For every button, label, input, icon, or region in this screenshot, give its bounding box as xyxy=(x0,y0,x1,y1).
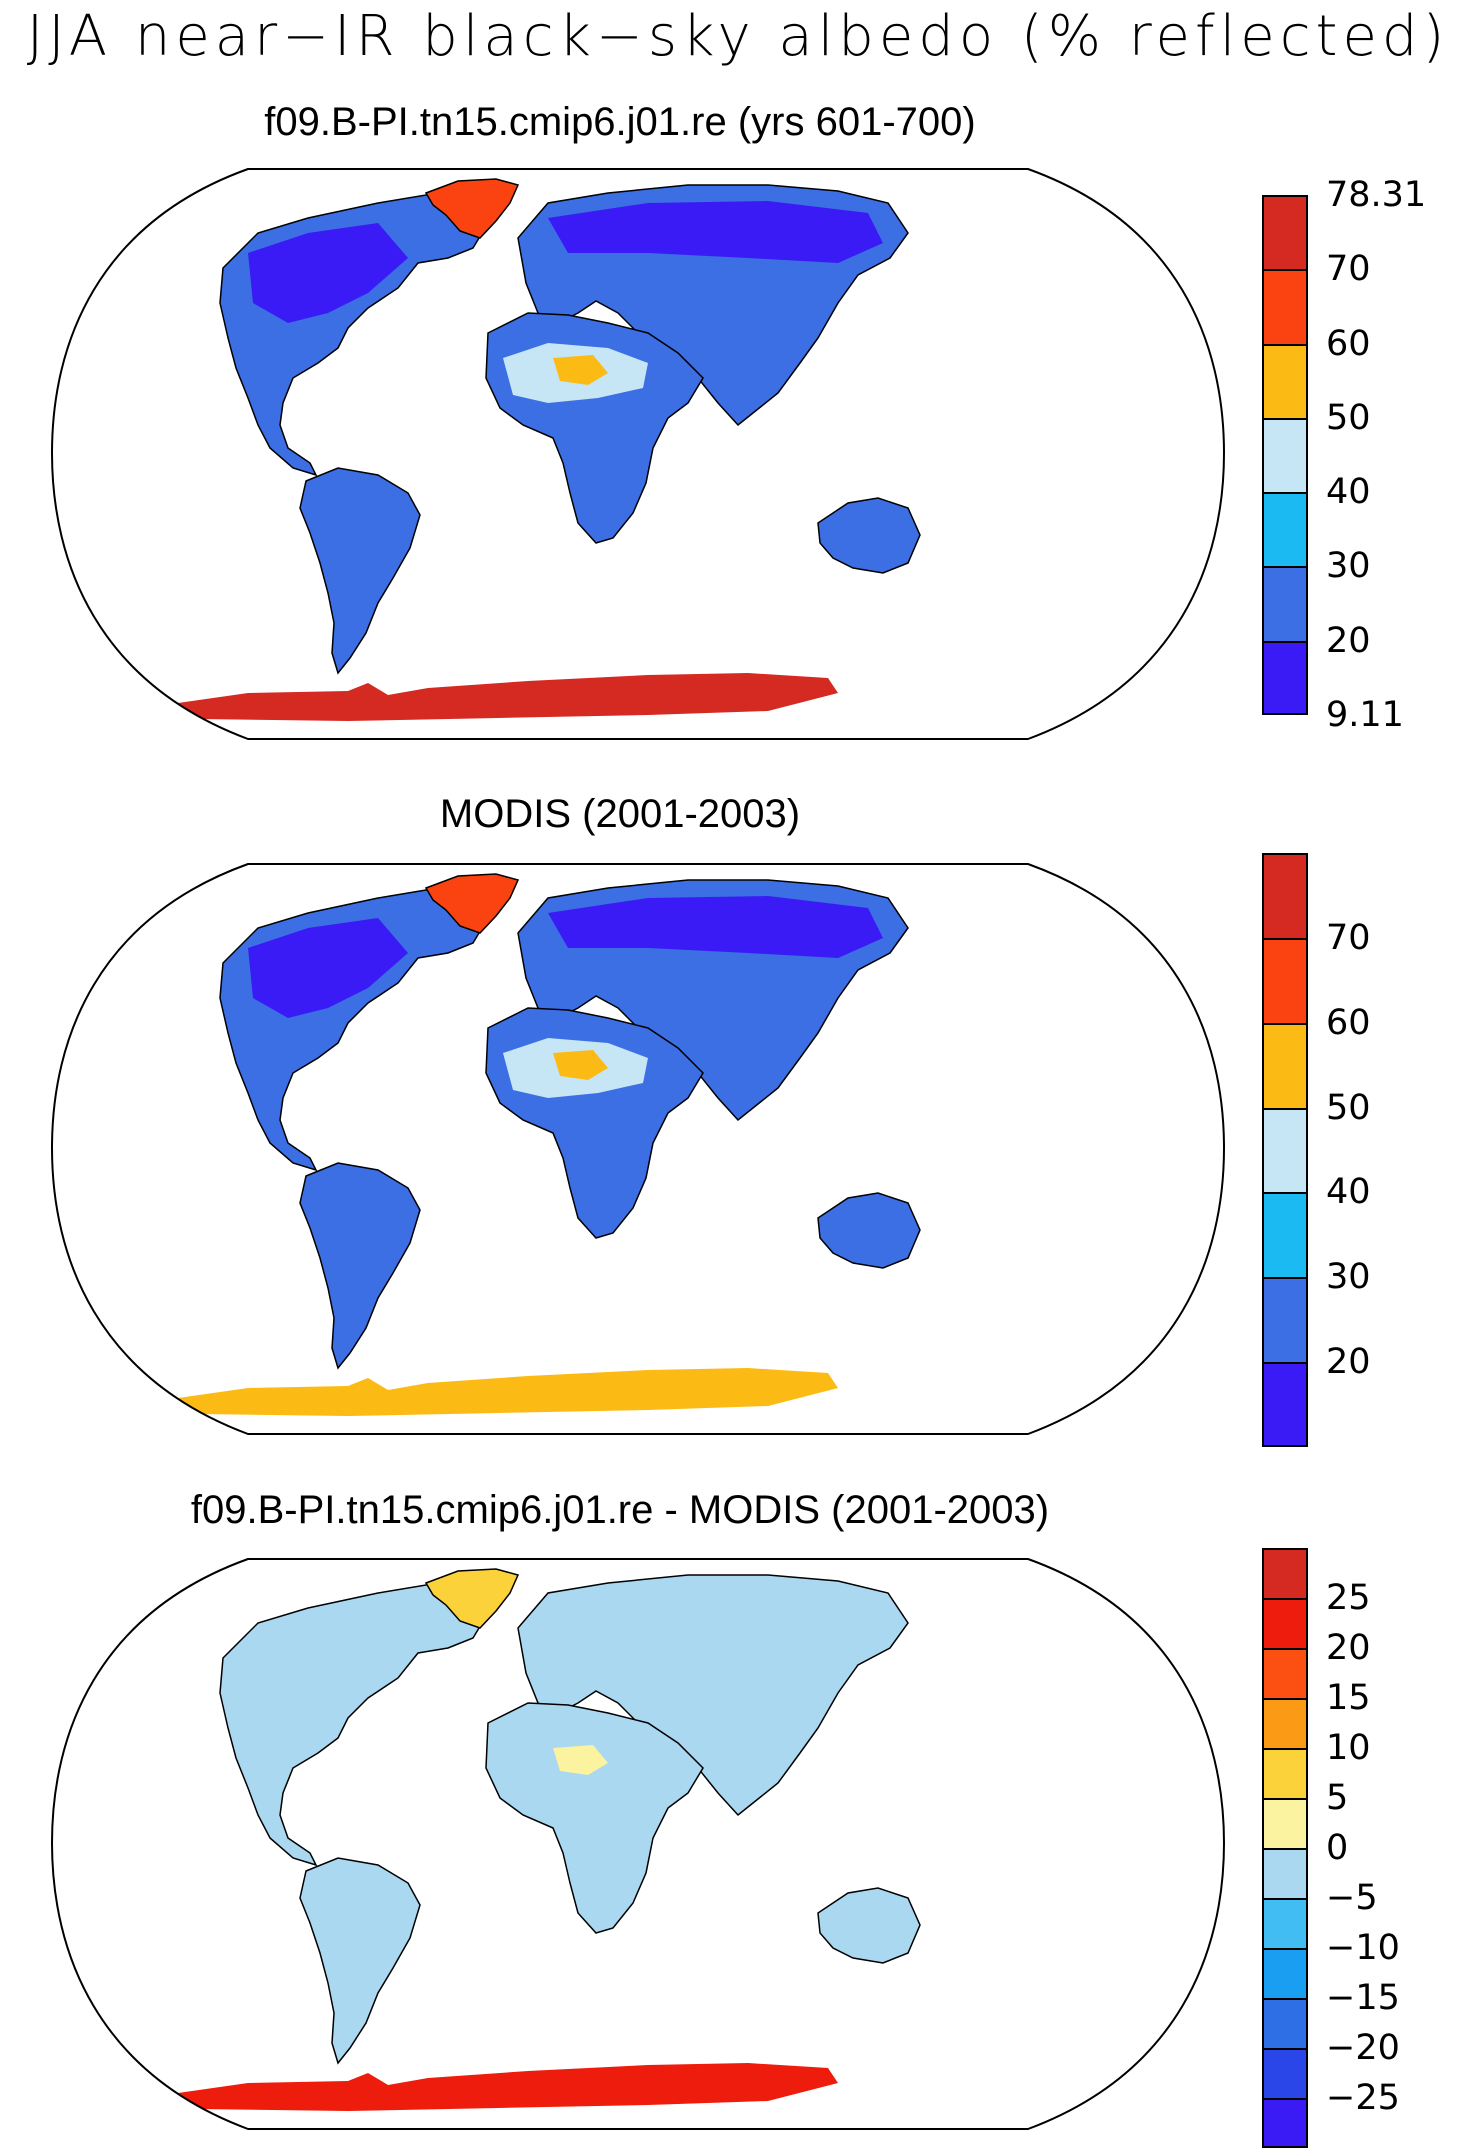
colorbar-cell xyxy=(1262,640,1308,715)
colorbar-label: 70 xyxy=(1326,917,1371,958)
north-america-north-fill xyxy=(248,223,408,323)
colorbar-label: 15 xyxy=(1326,1678,1371,1718)
colorbar: −25 −20 −15 −10 −5 0 5 10 15 20 25 xyxy=(1262,1548,1402,2148)
panel-title: MODIS (2001-2003) xyxy=(439,792,801,836)
sahara-core-fill xyxy=(553,355,608,385)
colorbar-label: 40 xyxy=(1326,472,1371,513)
colorbar-cell xyxy=(1262,1022,1308,1108)
colorbar-label: 20 xyxy=(1326,620,1371,661)
colorbar-label: 60 xyxy=(1326,1002,1371,1043)
colorbar-label: 70 xyxy=(1326,249,1371,290)
colorbar-cell xyxy=(1262,1798,1308,1848)
colorbar-label: 50 xyxy=(1326,397,1371,438)
map-content xyxy=(143,1568,921,2111)
colorbar-cell xyxy=(1262,1598,1308,1648)
colorbar-label: −25 xyxy=(1326,2078,1400,2118)
colorbar-label: 25 xyxy=(1326,1578,1371,1618)
colorbar-cell xyxy=(1262,1848,1308,1898)
greenland-fill xyxy=(424,1568,520,1629)
colorbar-label: 5 xyxy=(1326,1778,1349,1818)
sahara-core-fill xyxy=(553,1745,608,1775)
colorbar-label: 20 xyxy=(1326,1342,1371,1383)
world-map xyxy=(50,1558,1226,2130)
colorbar-label: −15 xyxy=(1326,1978,1400,2018)
colorbar-label: 9.11 xyxy=(1326,695,1404,735)
eurasia-north-fill xyxy=(548,896,883,958)
colorbar-label: −5 xyxy=(1326,1878,1378,1918)
greenland-fill xyxy=(424,873,520,934)
north-america-north-fill xyxy=(248,1613,408,1713)
map-content xyxy=(143,873,921,1416)
colorbar-label: 40 xyxy=(1326,1172,1371,1213)
colorbar-cell xyxy=(1262,1898,1308,1948)
colorbar-cell xyxy=(1262,343,1308,418)
map-frame xyxy=(50,1558,1226,2130)
colorbar-cell xyxy=(1262,1192,1308,1278)
colorbar-cell xyxy=(1262,1998,1308,2048)
australia-fill xyxy=(817,497,921,574)
colorbar-label: 10 xyxy=(1326,1728,1371,1768)
colorbar-cell xyxy=(1262,1698,1308,1748)
colorbar-cell xyxy=(1262,1948,1308,1998)
antarctica-fill xyxy=(143,1368,838,1416)
antarctica-fill xyxy=(143,673,838,721)
colorbar-cell xyxy=(1262,492,1308,567)
greenland-fill xyxy=(424,178,520,239)
south-america-fill xyxy=(299,1162,421,1370)
colorbar-label: 50 xyxy=(1326,1087,1371,1128)
eurasia-north-fill xyxy=(548,201,883,263)
colorbar-cell xyxy=(1262,1277,1308,1363)
north-america-north-fill xyxy=(248,918,408,1018)
world-map xyxy=(50,168,1226,740)
australia-fill xyxy=(817,1192,921,1269)
colorbar-cell xyxy=(1262,1362,1308,1447)
world-map xyxy=(50,863,1226,1435)
south-america-fill xyxy=(299,467,421,675)
colorbar-label: 60 xyxy=(1326,323,1371,364)
colorbar-label: 30 xyxy=(1326,1257,1371,1298)
map-frame xyxy=(50,168,1226,740)
colorbar: 9.11 20 30 40 50 60 70 78.31 xyxy=(1262,178,1426,733)
eurasia-north-fill xyxy=(548,1591,883,1653)
colorbar-cell xyxy=(1262,1648,1308,1698)
colorbar-label: −20 xyxy=(1326,2028,1400,2068)
colorbar-cell xyxy=(1262,1548,1308,1598)
colorbar-cell xyxy=(1262,417,1308,493)
south-america-fill xyxy=(299,1857,421,2065)
colorbar-cell xyxy=(1262,853,1308,938)
australia-fill xyxy=(817,1887,921,1964)
figure-title: JJA near−IR black−sky albedo (% reflecte… xyxy=(26,4,1450,69)
colorbar-cell xyxy=(1262,937,1308,1023)
colorbar-label: 20 xyxy=(1326,1628,1371,1668)
map-content xyxy=(143,178,921,721)
colorbar-cell xyxy=(1262,2048,1308,2098)
panel-title: f09.B-PI.tn15.cmip6.j01.re (yrs 601-700) xyxy=(264,100,976,144)
map-frame xyxy=(50,863,1226,1435)
colorbar-cell xyxy=(1262,2098,1308,2148)
colorbar-cell xyxy=(1262,1107,1308,1193)
colorbar-label: −10 xyxy=(1326,1928,1400,1968)
colorbar-label: 30 xyxy=(1326,546,1371,587)
colorbar-cell xyxy=(1262,195,1308,270)
colorbar: 20 30 40 50 60 70 xyxy=(1262,853,1402,1447)
sahara-core-fill xyxy=(553,1050,608,1080)
antarctica-fill xyxy=(143,2063,838,2111)
colorbar-cell xyxy=(1262,269,1308,344)
panel-title: f09.B-PI.tn15.cmip6.j01.re - MODIS (2001… xyxy=(190,1488,1050,1532)
colorbar-label: 0 xyxy=(1326,1828,1349,1868)
colorbar-cell xyxy=(1262,566,1308,641)
colorbar-label: 78.31 xyxy=(1326,175,1427,215)
colorbar-cell xyxy=(1262,1748,1308,1798)
